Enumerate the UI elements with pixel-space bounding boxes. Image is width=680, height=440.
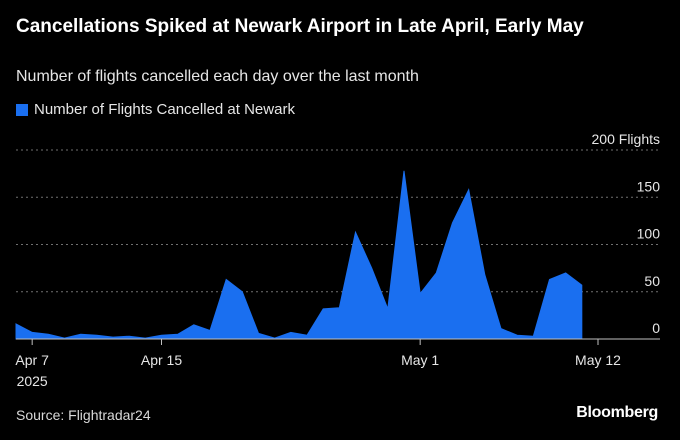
y-tick-label: 100 xyxy=(637,226,661,242)
x-tick-label: Apr 15 xyxy=(141,352,182,368)
legend-swatch xyxy=(16,103,28,116)
series-area xyxy=(15,170,583,340)
chart-subtitle: Number of flights cancelled each day ove… xyxy=(16,68,419,85)
x-tick-label: Apr 7 xyxy=(15,352,49,368)
legend-label: Number of Flights Cancelled at Newark xyxy=(34,101,295,118)
y-tick-label: 50 xyxy=(644,273,660,289)
x-tick-label: May 1 xyxy=(401,352,439,368)
x-tick-label: May 12 xyxy=(575,352,621,368)
chart-title: Cancellations Spiked at Newark Airport i… xyxy=(16,16,584,37)
y-tick-label: 0 xyxy=(652,320,660,336)
x-tick-sublabel: 2025 xyxy=(17,373,48,389)
y-tick-label: 150 xyxy=(637,178,661,194)
y-tick-label: 200 Flights xyxy=(592,131,660,147)
bloomberg-logo: Bloomberg xyxy=(576,404,658,421)
source-note: Source: Flightradar24 xyxy=(16,407,151,423)
legend: Number of Flights Cancelled at Newark xyxy=(16,101,295,118)
